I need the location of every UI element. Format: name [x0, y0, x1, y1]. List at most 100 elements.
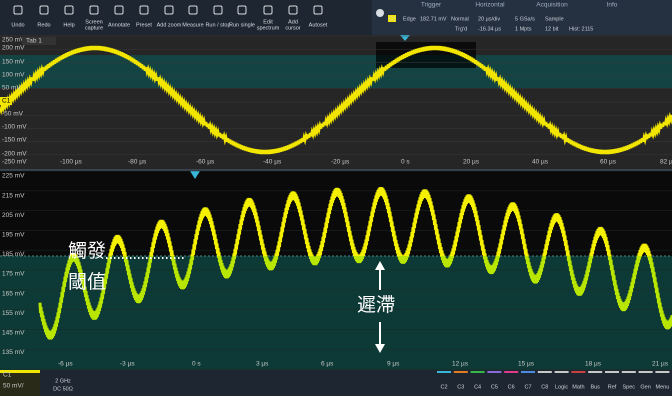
button-label: Gen — [640, 384, 650, 390]
toolbar-button[interactable]: Annotate — [108, 5, 130, 28]
button-label: Run single — [229, 22, 255, 28]
channel-button[interactable]: Bus — [588, 371, 603, 390]
y-axis-label: 150 mV — [2, 59, 25, 66]
panel-value: C1 — [389, 16, 396, 22]
channel-marker-label: C1 — [2, 98, 11, 105]
hysteresis-band — [0, 55, 672, 88]
button-strip — [655, 371, 670, 373]
channel-button[interactable]: C8 — [537, 371, 552, 390]
button-strip — [554, 371, 569, 373]
button-label: Ref — [608, 384, 617, 390]
channel-strip — [0, 370, 40, 373]
panel-value: Hist: 2115 — [569, 26, 593, 32]
button-strip — [470, 371, 485, 373]
button-icon — [288, 5, 298, 15]
toolbar-button[interactable]: Preset — [136, 5, 152, 28]
toolbar-button[interactable]: Autoset — [309, 5, 328, 28]
button-label: Help — [63, 22, 74, 28]
panel-value: Normal — [451, 16, 469, 22]
toolbar-button[interactable]: Measure — [182, 5, 204, 28]
button-label: C2 — [440, 384, 447, 390]
tab[interactable] — [22, 37, 56, 45]
panel-value: 5 GSa/s — [515, 16, 535, 22]
channel-button[interactable]: C2 — [437, 371, 451, 390]
panel-value: 20 µs/div — [478, 16, 500, 22]
button-label: Spec — [623, 384, 636, 390]
channel-button[interactable]: Gen — [638, 371, 653, 390]
annotation: 遲滯 — [357, 294, 395, 316]
channel-button[interactable]: C3 — [453, 371, 468, 390]
channel-button[interactable]: C5 — [487, 371, 502, 390]
toolbar-button[interactable]: Add zoom — [157, 5, 182, 28]
panel-value: Sample — [545, 16, 564, 22]
button-label: C4 — [474, 384, 481, 390]
y-axis-label: 195 mV — [2, 232, 25, 239]
toolbar-button[interactable]: Redo — [37, 5, 51, 28]
channel-button[interactable]: Ref — [605, 371, 619, 390]
channel-marker — [0, 97, 12, 105]
channel-button[interactable]: Logic — [554, 371, 569, 390]
button-label: Run / stop — [205, 22, 230, 28]
x-axis-label: -60 µs — [196, 159, 215, 166]
y-axis-label: 175 mV — [2, 271, 25, 278]
button-label: Undo — [11, 22, 24, 28]
button-icon — [64, 5, 74, 15]
channel-button[interactable]: Spec — [621, 371, 636, 390]
panel-title: Info — [607, 2, 618, 9]
below-threshold — [0, 256, 672, 370]
toolbar-button[interactable]: Help — [63, 5, 75, 28]
x-axis-label: -100 µs — [60, 159, 83, 166]
channel-button[interactable]: C4 — [470, 371, 485, 390]
toolbar-button[interactable]: Run single — [229, 5, 255, 28]
toolbar-button[interactable]: Run / stop — [205, 5, 231, 28]
status-panel — [372, 0, 672, 35]
channel-info: 2 GHz — [55, 378, 71, 384]
button-label: Math — [572, 384, 584, 390]
panel-value: Trg'd — [455, 26, 467, 32]
x-axis-label: 12 µs — [452, 361, 469, 368]
button-strip — [621, 371, 636, 373]
panel-title: Horizontal — [475, 2, 505, 9]
channel-info: 50 mV/ — [3, 383, 24, 390]
channel-info: C1 — [3, 372, 12, 379]
button-strip — [487, 371, 502, 373]
annotation: 閾值 — [68, 271, 106, 293]
button-label: Edit — [263, 19, 273, 25]
button-strip — [537, 371, 552, 373]
channel-box[interactable] — [0, 370, 40, 396]
button-label: C8 — [541, 384, 548, 390]
channel-button[interactable]: Math — [571, 371, 586, 390]
toolbar-button[interactable]: Undo — [11, 5, 25, 28]
panel-title: Trigger — [421, 2, 442, 9]
x-axis-label: 20 µs — [463, 159, 480, 166]
x-axis-label: 21 µs — [652, 361, 669, 368]
trigger-marker — [400, 35, 410, 41]
button-label: Redo — [37, 22, 50, 28]
panel-value: 12 bit — [545, 26, 559, 32]
y-axis-label: 50 mV — [2, 85, 21, 92]
button-label: C6 — [508, 384, 515, 390]
button-strip — [521, 371, 535, 373]
channel-button[interactable]: C6 — [504, 371, 519, 390]
settings-icon[interactable] — [376, 9, 384, 17]
button-label: C5 — [491, 384, 498, 390]
button-label: C3 — [457, 384, 464, 390]
waveforms — [0, 35, 672, 370]
y-axis-label: 135 mV — [2, 349, 25, 356]
channel-button[interactable]: C7 — [521, 371, 535, 390]
button-strip — [437, 371, 451, 373]
x-axis-label: 9 µs — [387, 361, 400, 368]
button-icon — [188, 5, 198, 15]
button-label: Add — [288, 19, 298, 25]
x-axis-label: -6 µs — [58, 361, 73, 368]
button-label: capture — [85, 25, 103, 31]
panel-value: -16.34 µs — [478, 26, 501, 32]
button-strip — [605, 371, 619, 373]
button-icon — [263, 5, 273, 15]
y-axis-label: -250 mV — [2, 159, 27, 166]
y-axis-label: 165 mV — [2, 290, 25, 297]
channel-button[interactable]: Menu — [655, 371, 670, 390]
